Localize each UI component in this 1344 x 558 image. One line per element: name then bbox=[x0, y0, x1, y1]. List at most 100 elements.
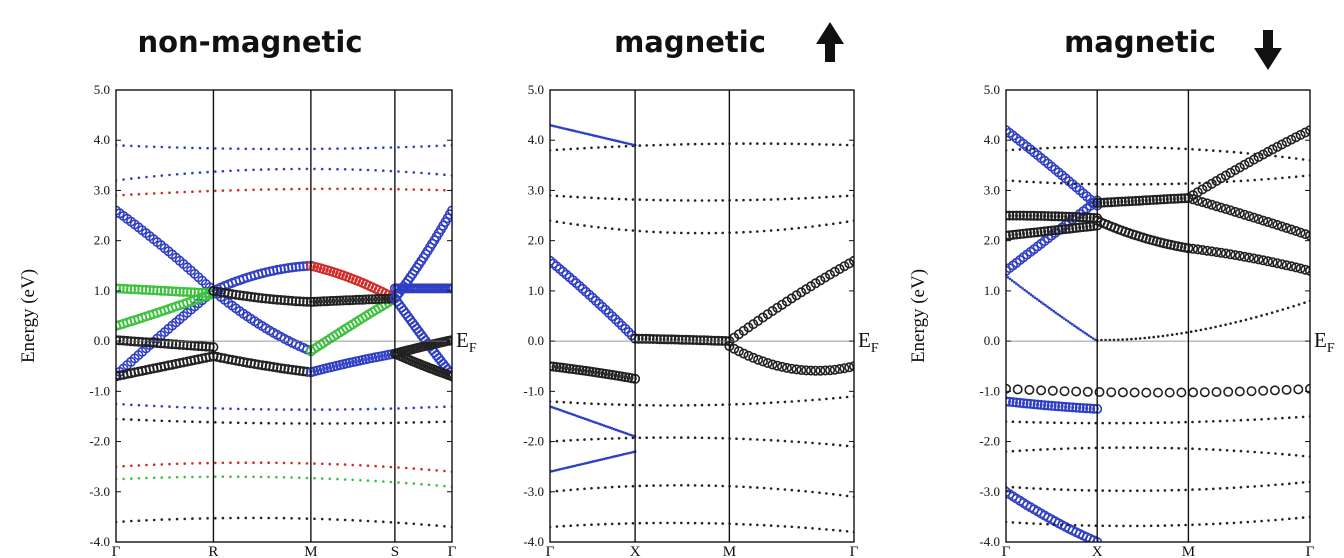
band-point bbox=[577, 415, 581, 419]
band-point bbox=[168, 146, 171, 149]
band-point bbox=[183, 517, 186, 521]
band-point bbox=[1177, 421, 1180, 424]
y-tick-label: -3.0 bbox=[89, 484, 110, 499]
band-point bbox=[721, 199, 724, 202]
band-point bbox=[359, 464, 362, 467]
band-panel-1: non-magnetic Energy (eV) 5.0 4.0 3.0 2.0 1.0 0.… bbox=[18, 25, 477, 558]
band-point bbox=[320, 477, 324, 480]
band-point bbox=[1286, 224, 1297, 235]
band-point bbox=[435, 405, 439, 409]
band-point bbox=[1246, 386, 1257, 397]
band-point bbox=[777, 361, 788, 372]
band-point bbox=[576, 524, 579, 527]
band-point bbox=[1039, 522, 1042, 526]
band-point bbox=[742, 142, 745, 145]
band-point bbox=[1142, 524, 1146, 528]
band-point bbox=[171, 339, 182, 350]
band-point bbox=[762, 486, 766, 490]
band-point bbox=[320, 422, 324, 425]
band-point bbox=[756, 198, 759, 202]
band-point bbox=[156, 285, 167, 296]
band-point bbox=[198, 517, 202, 520]
band-point bbox=[623, 327, 634, 338]
k-point-label: X bbox=[630, 544, 641, 558]
band-point bbox=[610, 485, 614, 489]
band-point bbox=[783, 488, 787, 491]
y-tick-label: 1.0 bbox=[984, 283, 1000, 298]
band-point bbox=[236, 407, 240, 411]
band-point bbox=[1253, 214, 1264, 225]
band-point bbox=[838, 529, 842, 532]
band-point bbox=[1163, 524, 1167, 527]
band-point bbox=[1094, 421, 1098, 425]
band-point bbox=[700, 142, 704, 146]
band-point bbox=[1216, 247, 1227, 258]
band-point bbox=[252, 421, 255, 425]
band-point bbox=[1025, 147, 1028, 151]
band-point bbox=[612, 455, 616, 458]
band-point bbox=[443, 469, 446, 473]
band-point bbox=[1260, 418, 1263, 421]
y-tick-label: 1.0 bbox=[528, 283, 544, 298]
band-point bbox=[412, 188, 416, 191]
band-point bbox=[604, 197, 607, 200]
band-point bbox=[328, 422, 332, 425]
band-point bbox=[141, 337, 152, 348]
band-point bbox=[1054, 311, 1057, 315]
band-point bbox=[175, 191, 179, 194]
band-point bbox=[252, 168, 255, 172]
band-point bbox=[1260, 519, 1263, 523]
band-point bbox=[1260, 178, 1263, 181]
band-point bbox=[606, 456, 610, 460]
band-point bbox=[183, 475, 186, 479]
band-point bbox=[1194, 329, 1198, 333]
band-point bbox=[1006, 383, 1011, 394]
band-point bbox=[1191, 420, 1194, 424]
band-point bbox=[762, 523, 766, 527]
band-point bbox=[1225, 449, 1229, 452]
band-point bbox=[1129, 387, 1140, 398]
band-point bbox=[1142, 421, 1146, 425]
panel-title: non-magnetic bbox=[137, 25, 362, 59]
band-point bbox=[145, 175, 148, 179]
band-point bbox=[1211, 247, 1222, 258]
band-point bbox=[1094, 182, 1098, 186]
band-point bbox=[691, 335, 702, 346]
band-point bbox=[374, 421, 377, 425]
band-point bbox=[707, 403, 711, 407]
band-point bbox=[328, 408, 332, 411]
band-point bbox=[320, 517, 324, 521]
band-point bbox=[175, 462, 179, 466]
band-point bbox=[298, 422, 301, 425]
band-point bbox=[1291, 262, 1302, 273]
band-point bbox=[1177, 147, 1180, 150]
band-point bbox=[631, 229, 635, 232]
band-point bbox=[427, 188, 431, 192]
band-point bbox=[1197, 197, 1208, 208]
band-point bbox=[206, 146, 209, 150]
band-point bbox=[695, 335, 706, 346]
band-point bbox=[686, 404, 690, 407]
band-point bbox=[1184, 523, 1187, 527]
band-point bbox=[412, 171, 416, 174]
band-point bbox=[156, 338, 167, 349]
band-point bbox=[1216, 202, 1227, 213]
band-point bbox=[1018, 148, 1022, 151]
band-point bbox=[275, 422, 278, 425]
band-point bbox=[1050, 225, 1061, 236]
band-point bbox=[137, 192, 141, 196]
band-point bbox=[1170, 333, 1174, 337]
band-point bbox=[707, 231, 711, 235]
band-point bbox=[198, 190, 202, 193]
band-point bbox=[1176, 242, 1187, 253]
band-point bbox=[1198, 420, 1201, 424]
band-point bbox=[1163, 446, 1167, 450]
band-point bbox=[1202, 198, 1213, 209]
band-point bbox=[116, 335, 125, 346]
band-point bbox=[569, 195, 572, 198]
plot-frame bbox=[549, 89, 855, 543]
band-point bbox=[160, 405, 164, 408]
band-point bbox=[244, 461, 248, 465]
band-point bbox=[1039, 487, 1042, 491]
band-point bbox=[1170, 182, 1174, 186]
